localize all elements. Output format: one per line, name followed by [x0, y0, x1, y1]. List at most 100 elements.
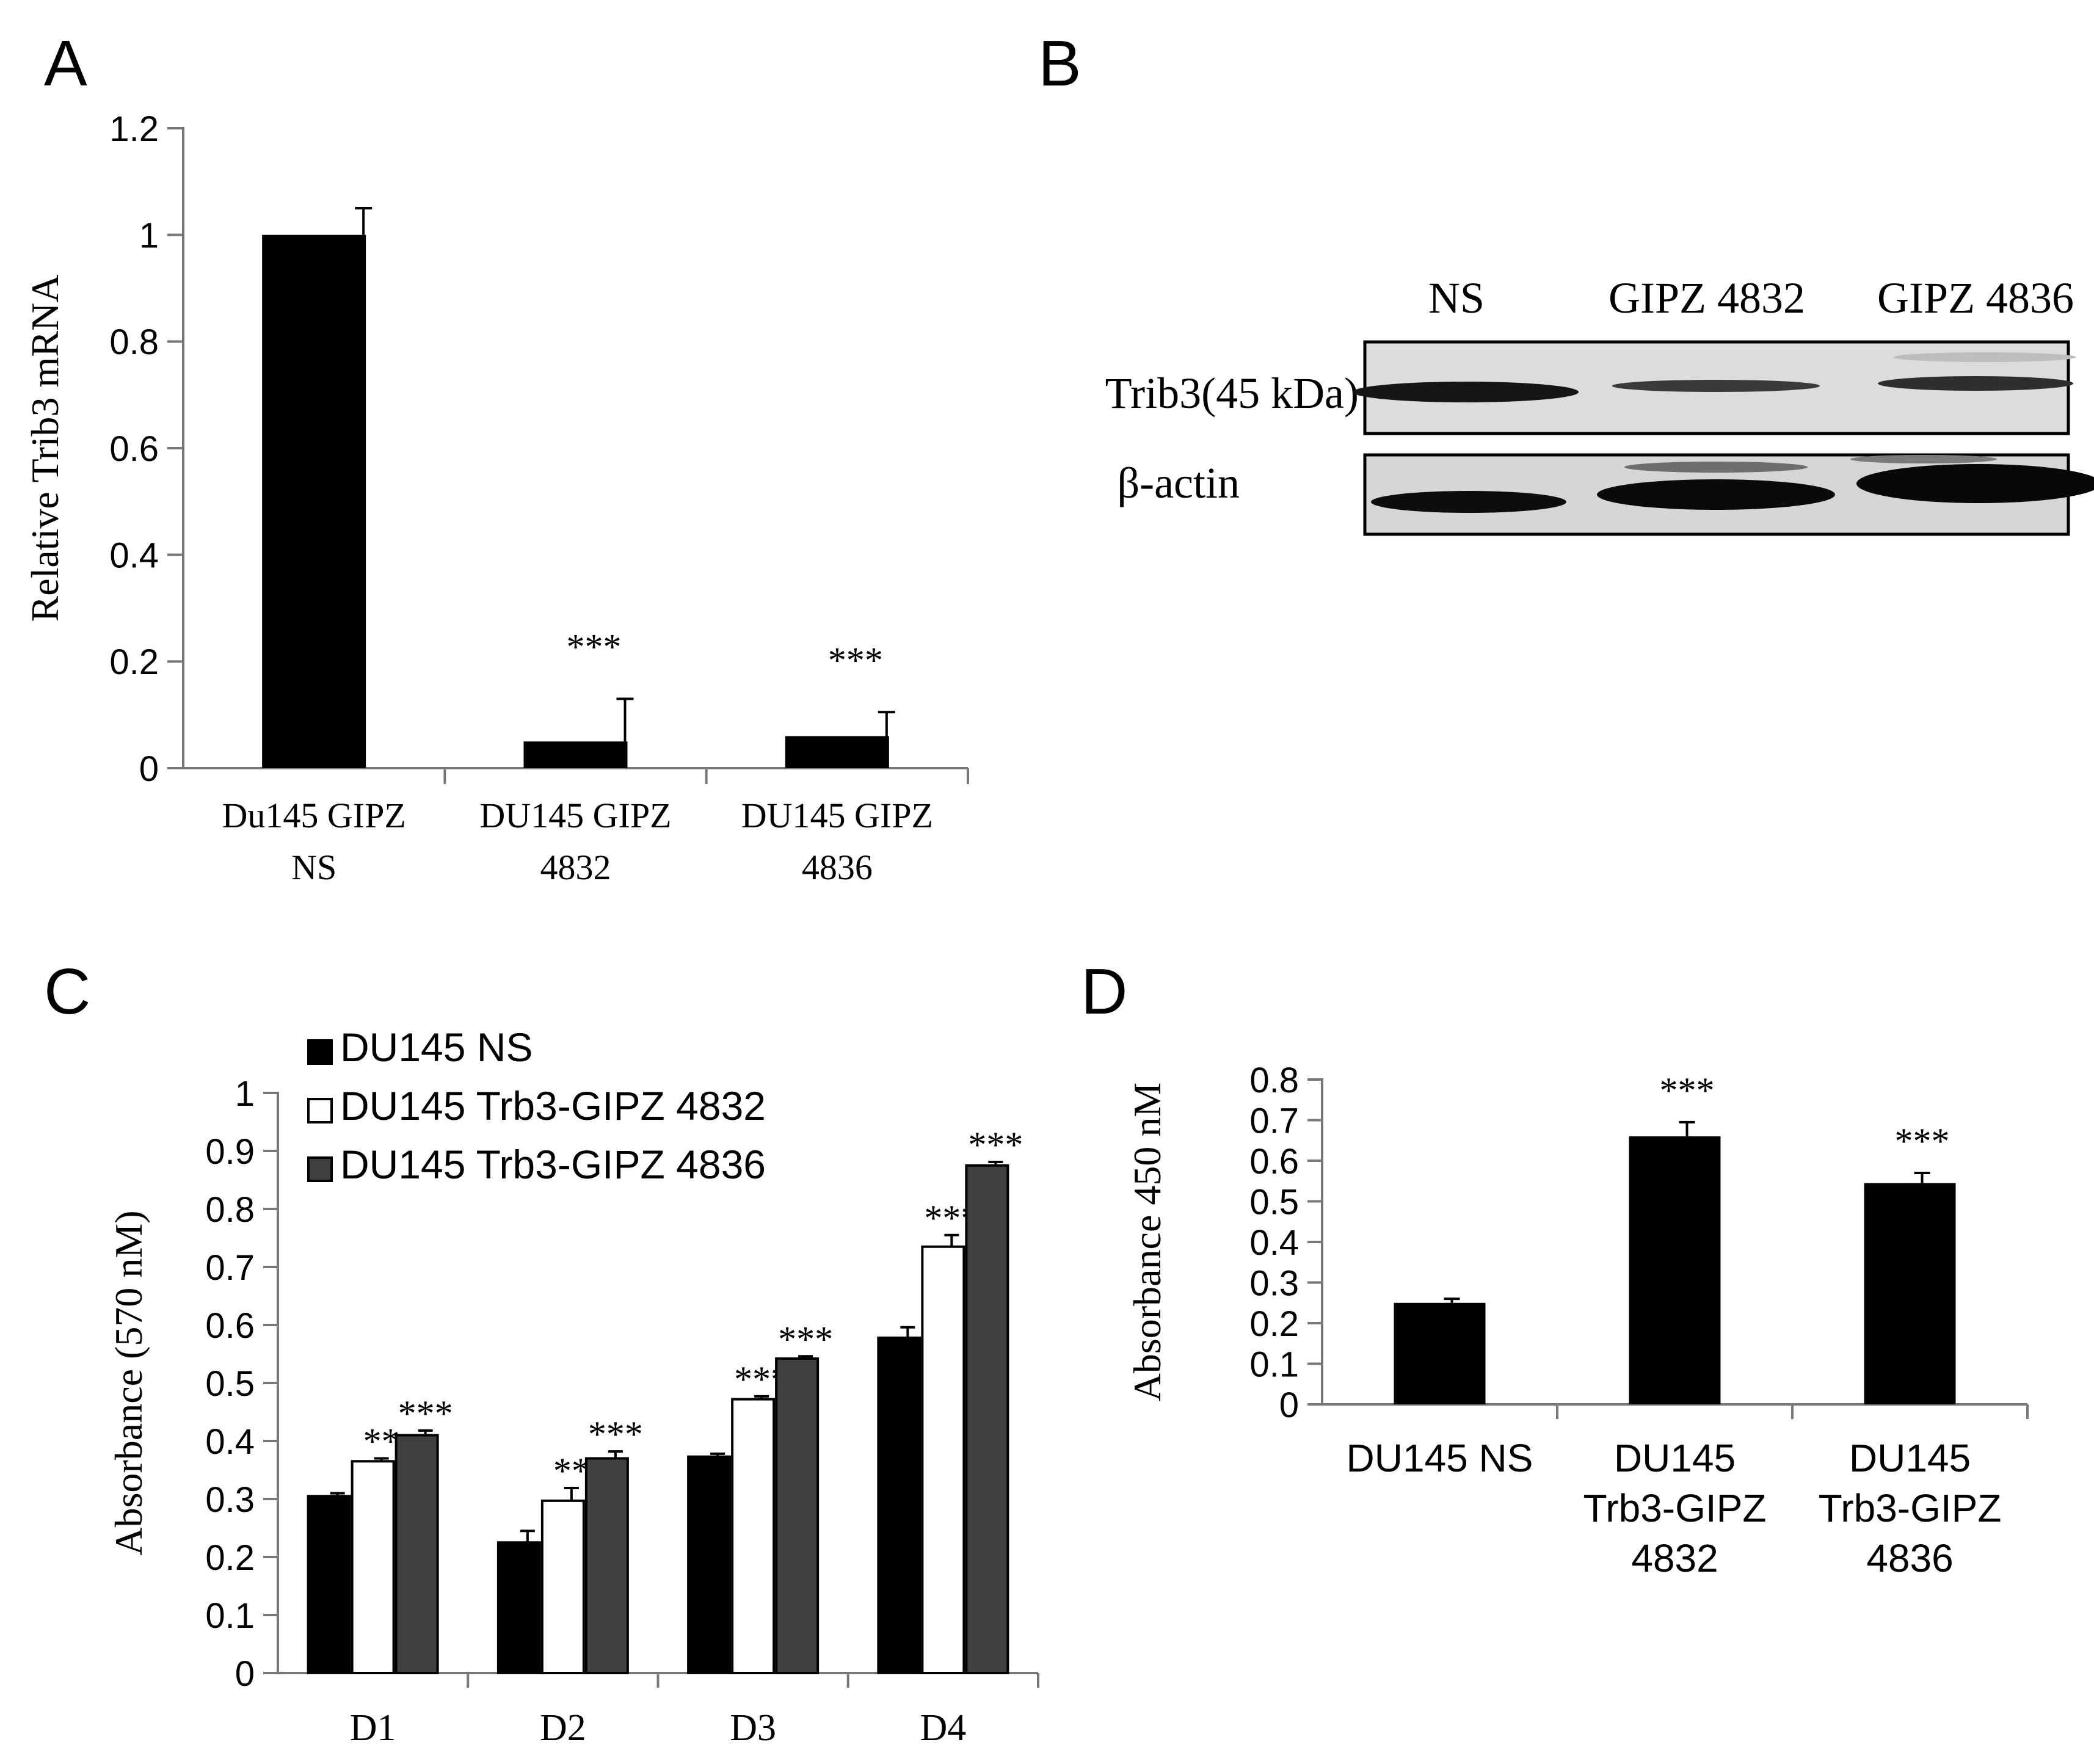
blot-band-trib3-4836-faint	[1893, 352, 2076, 362]
chart-c-legend-label-3: DU145 Trb3-GIPZ 4836	[340, 1142, 766, 1187]
chart-c-bar-1	[877, 1336, 922, 1674]
chart-a-significance-label: ***	[567, 626, 622, 667]
chart-c-y-tick-label: 0.7	[205, 1248, 255, 1288]
chart-a: 0 0.2 0.4 0.6 0.8 1 1.2 Relative Trib3 mRNA Du14…	[23, 109, 969, 887]
chart-c-category-label: D2	[540, 1707, 586, 1749]
chart-c-bar-3	[775, 1357, 820, 1675]
panel-label-d: D	[1081, 956, 1128, 1028]
chart-c-y-tick-label: 0.5	[205, 1364, 255, 1404]
chart-c-category-label: D4	[920, 1707, 966, 1749]
blot-lane-label-4836: GIPZ 4836	[1877, 274, 2074, 322]
blot-band-actin-4836-upper	[1850, 455, 1997, 463]
chart-d-y-tick-label: 0	[1279, 1385, 1299, 1425]
chart-d-category-label: 4836	[1866, 1536, 1953, 1580]
chart-c-bar-1	[496, 1541, 541, 1674]
panel-label-c: C	[44, 956, 91, 1028]
chart-c-y-tick-label: 0.8	[205, 1190, 255, 1230]
chart-c-significance-label: ***	[398, 1393, 453, 1434]
chart-a-y-tick-label: 0.8	[109, 322, 159, 362]
blot-band-trib3-4836	[1878, 376, 2073, 391]
chart-c-bar-1	[307, 1495, 351, 1674]
chart-d-y-tick-label: 0.4	[1249, 1223, 1299, 1263]
blot-band-trib3-ns	[1353, 382, 1579, 402]
blot-band-trib3-4832	[1612, 380, 1820, 392]
chart-c-legend-swatch-1	[307, 1039, 333, 1065]
blot-band-actin-4832	[1597, 479, 1835, 510]
chart-d-y-tick-label: 0.1	[1249, 1345, 1299, 1384]
blot-band-actin-4832-upper	[1624, 462, 1808, 473]
chart-d-category-label: DU145	[1849, 1436, 1971, 1480]
chart-d-category-label: 4832	[1631, 1536, 1718, 1580]
chart-d-y-axis-title: Absorbance 450 nM	[1125, 1083, 1169, 1402]
blot-lane-label-ns: NS	[1428, 274, 1485, 322]
chart-a-y-tick-label: 0	[139, 749, 159, 789]
chart-a-category-label: DU145 GIPZ	[741, 796, 933, 835]
chart-c-legend-swatch-3	[307, 1156, 333, 1182]
chart-d-bar	[1629, 1136, 1721, 1404]
chart-a-category-label: DU145 GIPZ	[479, 796, 671, 835]
chart-a-category-label: NS	[291, 848, 336, 887]
chart-d-bar	[1394, 1302, 1486, 1404]
chart-c-bar-2	[731, 1398, 776, 1675]
chart-a-y-tick-label: 1	[139, 216, 159, 256]
chart-c-category-label: D3	[730, 1707, 776, 1749]
chart-a-significance-label: ***	[828, 640, 883, 680]
chart-c-y-tick-label: 0.3	[205, 1480, 255, 1520]
chart-c-y-tick-label: 0.9	[205, 1132, 255, 1172]
blot-lane-label-4832: GIPZ 4832	[1609, 274, 1805, 322]
chart-d-y-tick-label: 0.3	[1249, 1263, 1299, 1303]
chart-a-y-tick-label: 0.2	[109, 642, 159, 682]
blot-row-label-trib3: Trib3(45 kDa)	[1105, 369, 1359, 418]
chart-c-legend-label-2: DU145 Trb3-GIPZ 4832	[340, 1083, 766, 1128]
chart-d-bar	[1864, 1183, 1956, 1404]
chart-d-category-label: Trb3-GIPZ	[1583, 1486, 1767, 1530]
chart-d-category-label: DU145 NS	[1347, 1436, 1533, 1480]
chart-c-significance-label: **	[363, 1421, 400, 1462]
chart-a-category-label: 4836	[802, 848, 873, 887]
chart-d-category-label: Trb3-GIPZ	[1819, 1486, 2002, 1530]
chart-a-y-axis-title: Relative Trib3 mRNA	[23, 275, 67, 622]
chart-c-bar-2	[351, 1460, 395, 1674]
chart-c-y-tick-label: 0.2	[205, 1538, 255, 1578]
chart-d-significance-label: ***	[1895, 1121, 1950, 1161]
chart-c-significance-label: **	[553, 1451, 590, 1491]
chart-c-bar-1	[687, 1455, 732, 1674]
western-blot: NS GIPZ 4832 GIPZ 4836 Trib3(45 kDa) β-a…	[1105, 274, 2094, 536]
chart-c-y-tick-label: 1	[235, 1074, 255, 1114]
chart-d-y-tick-label: 0.8	[1249, 1061, 1299, 1100]
chart-c-bar-2	[921, 1245, 965, 1674]
chart-c-significance-label: ***	[588, 1414, 643, 1454]
chart-c-y-tick-label: 0.4	[205, 1422, 255, 1462]
chart-c-y-tick-label: 0.6	[205, 1306, 255, 1346]
chart-c-bar-2	[540, 1499, 585, 1675]
chart-a-y-tick-label: 0.6	[109, 429, 159, 469]
panel-label-a: A	[44, 27, 87, 100]
chart-c-significance-label: ***	[778, 1319, 833, 1359]
chart-c-significance-label: ***	[968, 1125, 1023, 1165]
chart-c-bar-3	[584, 1457, 629, 1674]
chart-d-y-tick-label: 0.7	[1249, 1101, 1299, 1141]
chart-c-legend-label-1: DU145 NS	[340, 1025, 533, 1070]
chart-c-category-label: D1	[350, 1707, 396, 1749]
chart-d: 00.10.20.30.40.50.60.70.8 Absorbance 450 …	[1125, 1061, 2029, 1580]
chart-c-legend-swatch-2	[307, 1098, 333, 1123]
chart-d-significance-label: ***	[1660, 1070, 1715, 1111]
chart-a-y-tick-label: 1.2	[109, 109, 159, 149]
blot-band-actin-4836	[1856, 464, 2094, 503]
chart-d-y-tick-label: 0.2	[1249, 1304, 1299, 1344]
chart-a-bar	[785, 736, 889, 768]
chart-a-category-label: Du145 GIPZ	[222, 796, 406, 835]
blot-band-actin-ns	[1371, 491, 1566, 513]
chart-c-y-tick-label: 0	[235, 1654, 255, 1694]
chart-a-bar	[523, 741, 628, 768]
chart-d-category-label: DU145	[1614, 1436, 1736, 1480]
chart-a-bar	[262, 234, 366, 769]
chart-c-bar-3	[394, 1434, 439, 1674]
blot-row-label-actin: β-actin	[1117, 459, 1240, 507]
chart-d-y-tick-label: 0.5	[1249, 1182, 1299, 1222]
chart-c-y-tick-label: 0.1	[205, 1596, 255, 1636]
chart-a-y-tick-label: 0.4	[109, 536, 159, 576]
chart-c-y-axis-title: Absorbance (570 nM)	[107, 1210, 150, 1555]
chart-c-bar-3	[965, 1164, 1009, 1674]
